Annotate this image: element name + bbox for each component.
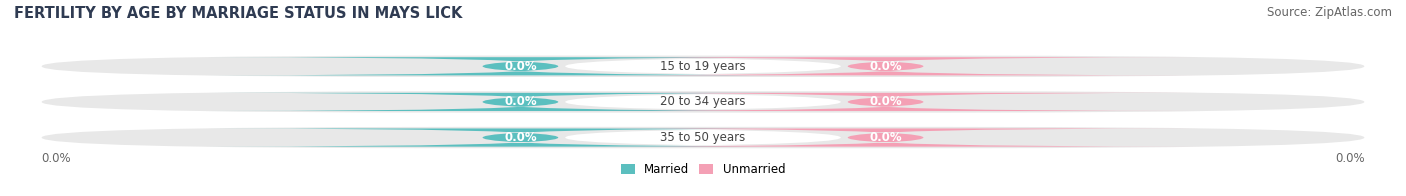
Text: 0.0%: 0.0%	[1334, 152, 1364, 165]
FancyBboxPatch shape	[207, 93, 834, 111]
Text: 0.0%: 0.0%	[505, 95, 537, 108]
Text: Source: ZipAtlas.com: Source: ZipAtlas.com	[1267, 6, 1392, 19]
FancyBboxPatch shape	[42, 127, 1364, 148]
FancyBboxPatch shape	[572, 128, 1199, 147]
FancyBboxPatch shape	[42, 56, 1364, 77]
Text: 0.0%: 0.0%	[505, 131, 537, 144]
Text: 0.0%: 0.0%	[505, 60, 537, 73]
FancyBboxPatch shape	[572, 57, 1199, 75]
Text: FERTILITY BY AGE BY MARRIAGE STATUS IN MAYS LICK: FERTILITY BY AGE BY MARRIAGE STATUS IN M…	[14, 6, 463, 21]
Text: 20 to 34 years: 20 to 34 years	[661, 95, 745, 108]
FancyBboxPatch shape	[572, 93, 1199, 111]
Legend: Married, Unmarried: Married, Unmarried	[616, 158, 790, 181]
FancyBboxPatch shape	[489, 93, 917, 111]
FancyBboxPatch shape	[207, 128, 834, 147]
Text: 0.0%: 0.0%	[42, 152, 72, 165]
Text: 0.0%: 0.0%	[869, 95, 901, 108]
Text: 15 to 19 years: 15 to 19 years	[661, 60, 745, 73]
Text: 35 to 50 years: 35 to 50 years	[661, 131, 745, 144]
Text: 0.0%: 0.0%	[869, 60, 901, 73]
FancyBboxPatch shape	[42, 91, 1364, 113]
Text: 0.0%: 0.0%	[869, 131, 901, 144]
FancyBboxPatch shape	[207, 57, 834, 75]
FancyBboxPatch shape	[489, 57, 917, 75]
FancyBboxPatch shape	[489, 128, 917, 147]
